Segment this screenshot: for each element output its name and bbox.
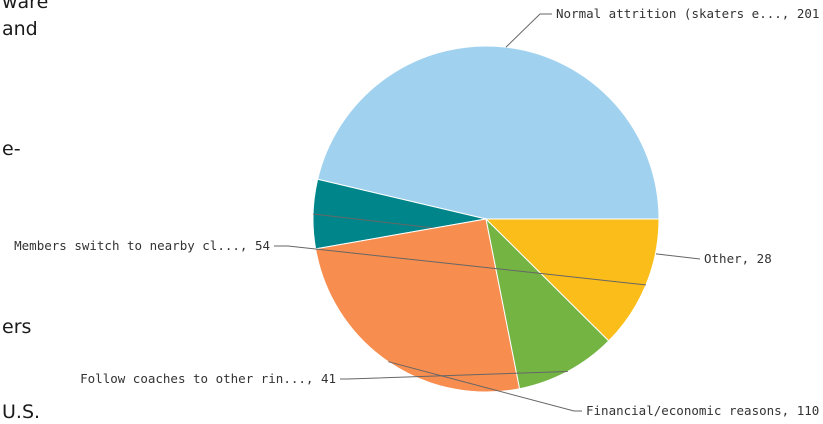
label-leader-line [274,245,647,286]
pie-slice[interactable] [317,45,660,220]
label-leader-line [505,13,552,48]
label-leader-line [388,361,582,412]
slice-data-label: Financial/economic reasons, 110 [586,403,819,418]
pie-slice[interactable] [315,218,521,393]
label-leader-line [340,370,568,380]
side-text-line-5: U.S. [2,401,41,423]
side-text-line-2: and [2,18,38,40]
cropped-paragraph-text: ware and e- ers U.S. [0,0,60,424]
slice-data-label: Normal attrition (skaters e..., 201 [556,6,819,21]
side-text-line-3: e- [2,138,21,160]
slice-data-label: Other, 28 [704,251,772,266]
side-text-line-1: ware [2,0,49,13]
side-text-line-4: ers [2,316,32,338]
slice-data-label: Members switch to nearby cl..., 54 [14,238,270,253]
slice-data-label: Follow coaches to other rin..., 41 [80,371,336,386]
